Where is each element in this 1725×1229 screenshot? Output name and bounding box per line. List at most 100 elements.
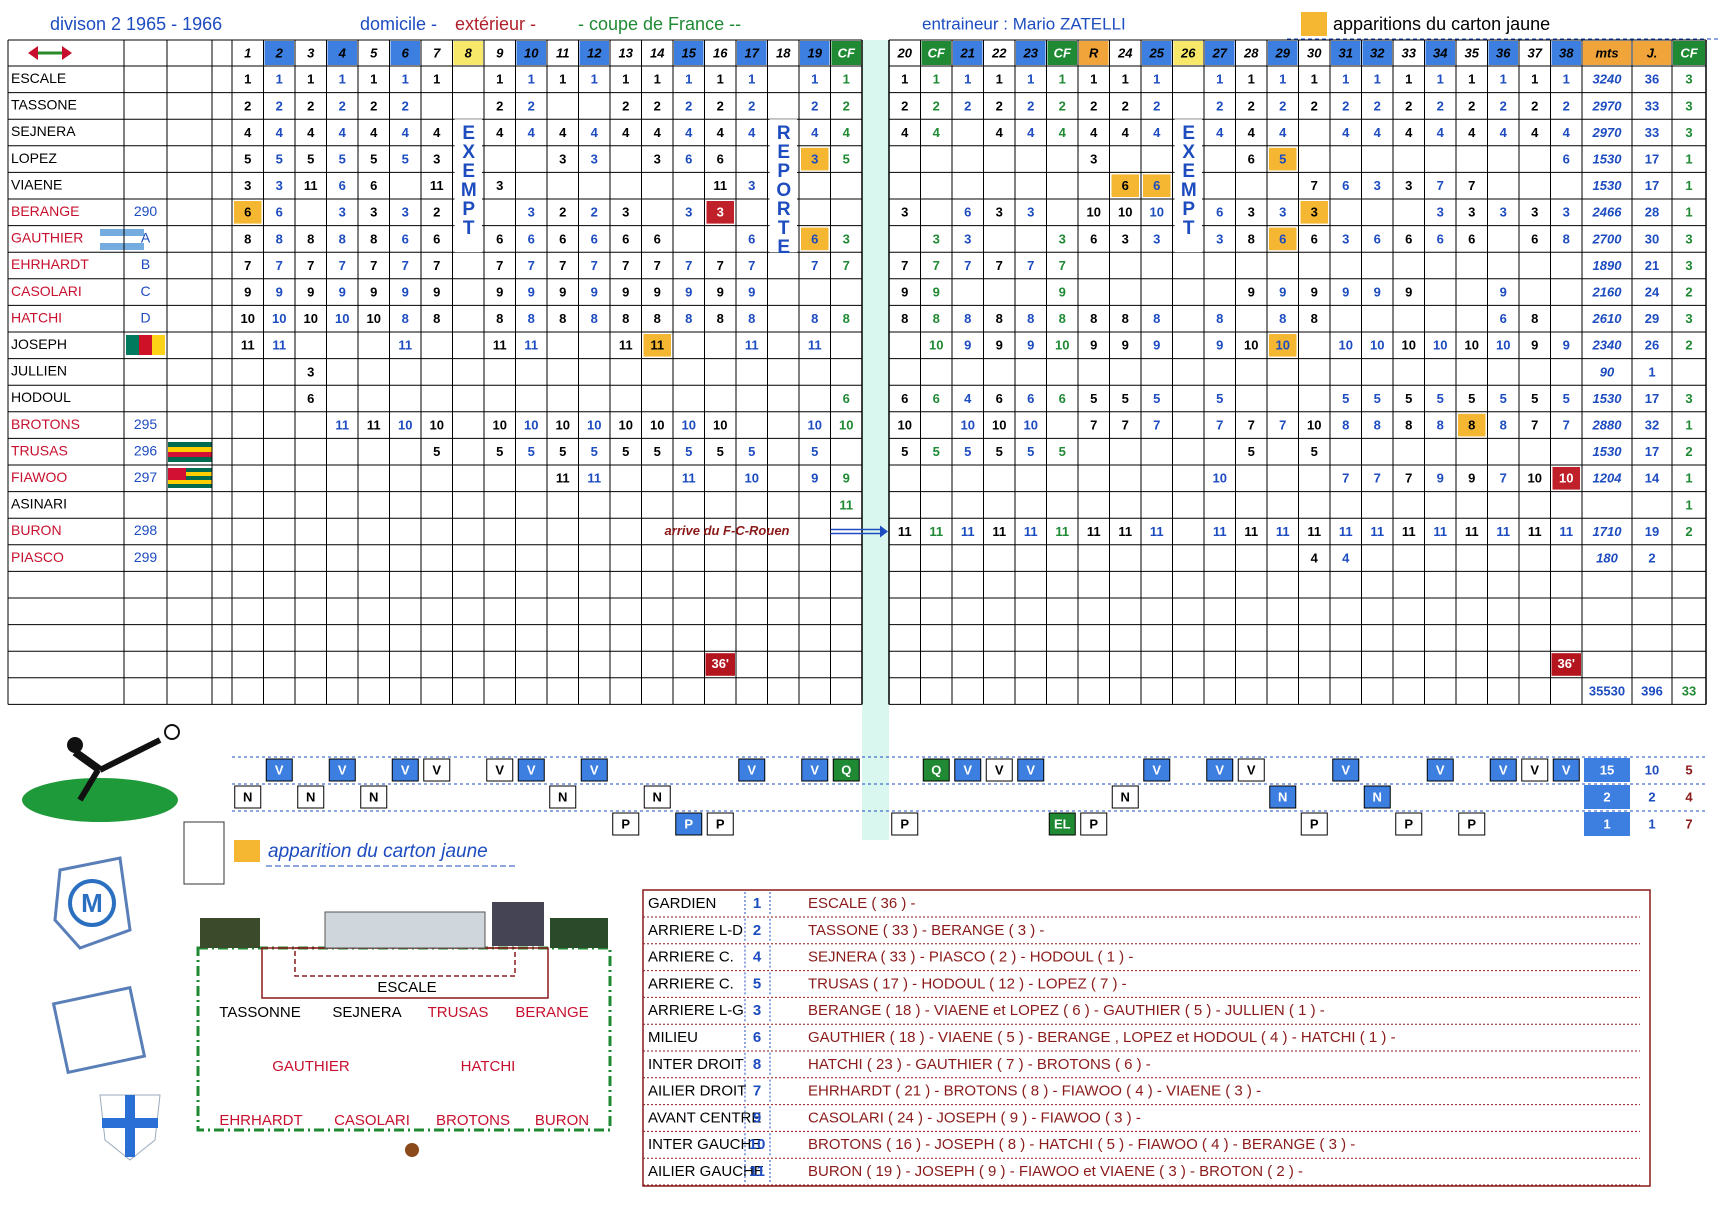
marker-bg [705, 653, 735, 676]
cell-value: 5 [1563, 391, 1570, 406]
cell-value: 1 [654, 72, 661, 87]
cell-value: 7 [1027, 258, 1034, 273]
cell-value: 10 [1024, 418, 1038, 433]
cell-value: 10 [1465, 338, 1479, 353]
player-number: B [141, 256, 150, 272]
position: ARRIERE L-G [648, 1002, 744, 1019]
column-label: 17 [745, 45, 760, 60]
position: AILIER GAUCHE [648, 1163, 764, 1180]
column-label: 2 [275, 45, 284, 60]
player-number: D [140, 309, 150, 325]
cell-value: 11 [1496, 524, 1510, 539]
flag-striped [168, 442, 212, 462]
cell-value: 2 [717, 98, 724, 113]
result-box [423, 758, 451, 782]
cell-value: 1 [1531, 72, 1538, 87]
result-total: 7 [1685, 816, 1692, 831]
cell-value: 4 [307, 125, 315, 140]
cell-value: 2 [1153, 98, 1160, 113]
cell-value: 2 [622, 98, 629, 113]
cell-value: 1 [276, 72, 283, 87]
cell-value: 7 [276, 258, 283, 273]
cell-value: 2340 [1592, 338, 1623, 353]
cell-value: 9 [1090, 338, 1097, 353]
cell-value: 5 [1090, 391, 1097, 406]
cell-value: 3 [1311, 205, 1318, 220]
header-bg [737, 41, 767, 65]
cell-value: 1 [1685, 497, 1692, 512]
cell-value: 4 [1311, 551, 1319, 566]
cell-value: 11 [272, 338, 286, 353]
cell-value: 5 [307, 152, 314, 167]
result-box [675, 812, 703, 836]
formation-player: SEJNERA [332, 1004, 401, 1021]
position-players: BERANGE ( 18 ) - VIAENE et LOPEZ ( 6 ) -… [808, 1002, 1325, 1019]
result: EL [1054, 816, 1071, 831]
cell-value: 2 [559, 205, 566, 220]
position-number: 8 [753, 1056, 761, 1073]
result-box [360, 785, 388, 809]
cell-value: 3 [1685, 98, 1692, 113]
cell-value: 1 [402, 72, 409, 87]
cell-value: 1 [1563, 72, 1570, 87]
cell-value: 4 [244, 125, 252, 140]
result-box [517, 758, 545, 782]
column-label: 36 [1496, 45, 1511, 60]
player-number: A [141, 230, 151, 246]
cell-value: 10 [1213, 471, 1227, 486]
header-bg [953, 41, 983, 65]
cell-value: 7 [1342, 471, 1349, 486]
cell-value: 11 [1244, 524, 1258, 539]
result: N [1278, 789, 1287, 804]
cell-value: 6 [1374, 231, 1381, 246]
cell-value: 4 [1216, 125, 1224, 140]
result-box [706, 812, 734, 836]
cell-value: 17 [1645, 178, 1659, 193]
vertical-note: EXEMPT [1178, 123, 1199, 237]
cell-value: 1 [433, 72, 440, 87]
column-label: 21 [960, 45, 975, 60]
cell-value: 10 [335, 311, 349, 326]
header-bg [1142, 41, 1172, 65]
result-box [234, 785, 262, 809]
cell-value: 2970 [1592, 98, 1623, 113]
cell-value: 2 [1374, 98, 1381, 113]
cell-value: 8 [843, 311, 850, 326]
cell-value: 8 [370, 231, 377, 246]
cell-value: 10 [1150, 205, 1164, 220]
cell-value: 10 [1496, 338, 1510, 353]
cell-value: 2 [528, 98, 535, 113]
cell-value: 4 [1153, 125, 1161, 140]
cell-value: 9 [1468, 471, 1475, 486]
column-label: 27 [1212, 45, 1228, 60]
cell-value: 11 [1118, 524, 1132, 539]
separator-band [862, 40, 889, 840]
player-name: FIAWOO [11, 469, 67, 485]
cell-value: 5 [1342, 391, 1349, 406]
player-name: ESCALE [11, 70, 66, 86]
cell-value: 5 [1248, 444, 1255, 459]
cell-value: 9 [1279, 285, 1286, 300]
cell-value: 1 [307, 72, 314, 87]
cross-logo [99, 1094, 161, 1161]
cell-value: 3 [1342, 231, 1349, 246]
result: N [243, 789, 252, 804]
column-label: 26 [1180, 45, 1196, 60]
cell-value: 4 [339, 125, 347, 140]
cell-value: 11 [682, 471, 696, 486]
cell-value: 5 [559, 444, 566, 459]
result-box [1489, 758, 1517, 782]
result-box [1552, 758, 1580, 782]
cell-value: 2 [996, 98, 1003, 113]
cell-value: 3 [496, 178, 503, 193]
cell-value: 7 [811, 258, 818, 273]
result: P [900, 816, 909, 831]
cell-value: 7 [1122, 418, 1129, 433]
cell-value: 1 [1405, 72, 1412, 87]
column-label: J. [1647, 45, 1658, 60]
cell-value: 2 [1648, 551, 1655, 566]
cell-value: 9 [1216, 338, 1223, 353]
cell-value: 36 [1645, 72, 1659, 87]
column-label: 3 [307, 45, 315, 60]
result: N [306, 789, 315, 804]
